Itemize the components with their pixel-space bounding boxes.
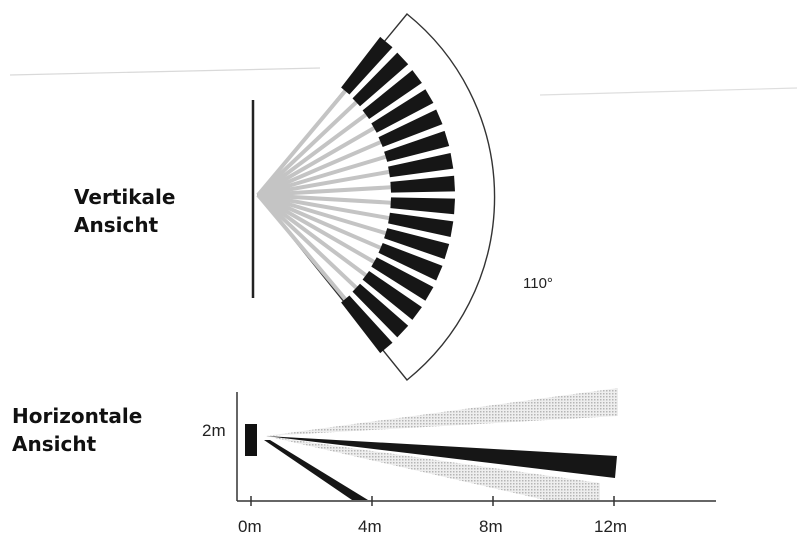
- axis-label-8m: 8m: [479, 517, 503, 536]
- fan-ray: [256, 193, 358, 290]
- coverage-angle-label: 110°: [523, 275, 553, 292]
- fan-detection-zone: [388, 153, 454, 178]
- fan-ray: [257, 193, 376, 264]
- detector-unit: [245, 424, 257, 456]
- fan-ray: [257, 193, 391, 205]
- fan-detection-zone: [388, 212, 454, 237]
- fan-detection-zone: [384, 228, 450, 260]
- fan-ray: [257, 185, 391, 197]
- fan-detection-zone: [371, 89, 434, 133]
- horizontal-view-title: Horizontale Ansicht: [12, 402, 142, 458]
- fan-detection-zone: [341, 295, 393, 354]
- lower-light-beam: [266, 436, 600, 500]
- coverage-fan-outline: [257, 13, 496, 381]
- fan-ray: [257, 193, 390, 221]
- fan-ray: [257, 193, 387, 236]
- fan-ray: [257, 154, 387, 197]
- horizontal-view-title-line1: Horizontale: [12, 404, 143, 428]
- fan-detection-zone: [390, 175, 455, 193]
- floor-dark-beam: [264, 440, 368, 500]
- fan-detection-zone: [378, 109, 443, 147]
- fan-detection-zones: [341, 36, 455, 354]
- axis-label-12m: 12m: [594, 517, 628, 536]
- fan-ray: [256, 193, 347, 301]
- vertical-view: [251, 13, 496, 381]
- fan-detection-zone: [362, 70, 422, 119]
- fan-detection-zone: [390, 197, 455, 215]
- fan-ray: [256, 112, 368, 197]
- vertical-view-title-line2: Ansicht: [74, 213, 159, 237]
- fan-detection-zone: [384, 130, 450, 162]
- fan-ray: [256, 89, 347, 197]
- fan-detection-zone: [362, 271, 422, 320]
- fan-detection-zone: [378, 243, 443, 281]
- mount-height-label: 2m: [202, 421, 226, 440]
- upper-light-beam: [266, 388, 618, 436]
- vertical-view-title: Vertikale Ansicht: [74, 183, 175, 239]
- fan-detection-zone: [352, 52, 409, 107]
- fan-ray: [257, 193, 382, 250]
- horizontal-view-title-line2: Ansicht: [12, 432, 97, 456]
- fan-detection-zone: [341, 36, 393, 95]
- axis-label-0m: 0m: [238, 517, 262, 536]
- fan-detection-zone: [352, 283, 409, 338]
- main-dark-beam: [266, 436, 617, 478]
- vertical-view-title-line1: Vertikale: [74, 185, 176, 209]
- fan-ray: [257, 169, 390, 197]
- fan-rays: [256, 89, 391, 301]
- fan-ray: [257, 140, 382, 197]
- axis-tick-marks: [250, 496, 615, 506]
- fan-ray: [256, 193, 368, 278]
- horizontal-view: [236, 388, 716, 506]
- fan-ray: [257, 126, 376, 197]
- axis-label-4m: 4m: [358, 517, 382, 536]
- fan-ray: [256, 100, 358, 197]
- fan-detection-zone: [371, 257, 434, 301]
